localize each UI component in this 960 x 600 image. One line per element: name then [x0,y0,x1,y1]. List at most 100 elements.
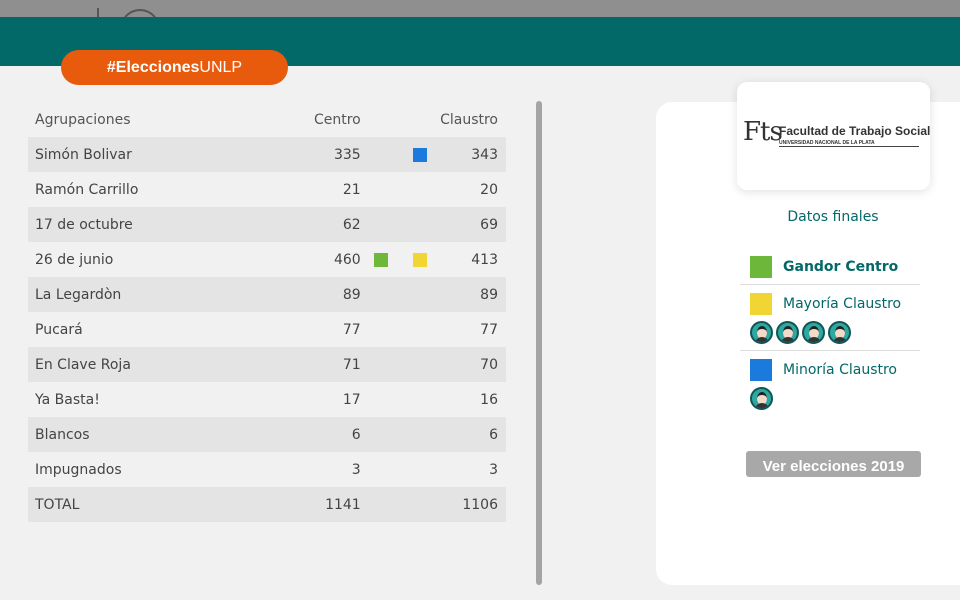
legend-item: Minoría Claustro [740,351,920,416]
legend-swatch-icon [750,359,772,381]
row-centro: 6 [266,417,361,452]
legend-label: Gandor Centro [783,259,899,275]
claustro-marker-cell [400,312,440,347]
table-row: Simón Bolivar 335 343 [28,137,506,172]
row-centro: 21 [342,181,361,198]
table-row: La Legardòn 89 89 [28,277,506,312]
row-claustro: 20 [480,181,498,198]
logo-title: Facultad de Trabajo Social [779,124,931,138]
results-table: Agrupaciones Centro Claustro Simón Boliv… [28,102,506,522]
seat-avatars [750,387,920,410]
row-agrupacion: La Legardòn [28,277,267,312]
row-claustro: 6 [440,417,506,452]
claustro-marker-cell [400,137,441,172]
header-claustro: Claustro [440,111,498,128]
top-bar [0,0,960,29]
table-row: Blancos 6 6 [28,417,506,452]
table-header-row: Agrupaciones Centro Claustro [28,102,506,137]
row-agrupacion: Impugnados [35,461,122,478]
row-agrupacion: 26 de junio [35,251,114,268]
row-centro: 17 [342,391,361,408]
hashtag-bold: #Elecciones [106,59,200,76]
claustro-marker-cell [400,242,440,277]
row-agrupacion: Ramón Carrillo [35,181,139,198]
claustro-marker-cell [400,277,441,312]
scrollbar[interactable] [536,101,542,585]
row-centro: 1141 [266,487,361,522]
seat-avatars [750,321,920,344]
row-agrupacion: Simón Bolivar [28,137,267,172]
row-centro: 62 [266,207,361,242]
centro-marker-cell [360,487,401,522]
row-claustro: 3 [489,461,498,478]
row-claustro: 89 [440,277,506,312]
legend: Gandor Centro Mayoría Claustro Minoría Cla… [740,248,920,416]
centro-marker-cell [361,312,401,347]
claustro-marker-cell [400,172,440,207]
centro-marker-cell [361,452,401,487]
legend-label: Mayoría Claustro [783,296,902,312]
header-mark [97,8,99,17]
table-row: TOTAL 1141 1106 [28,487,506,522]
row-centro: 89 [266,277,361,312]
person-avatar-icon [750,321,773,344]
header-agrupaciones: Agrupaciones [35,111,131,128]
table-row: Pucará 77 77 [28,312,506,347]
centro-marker-cell [360,417,401,452]
centro-marker-cell [361,382,401,417]
claustro-marker-cell [400,207,441,242]
row-centro: 77 [342,321,361,338]
table-row: 17 de octubre 62 69 [28,207,506,242]
table-row: 26 de junio 460 413 [28,242,506,277]
claustro-marker-cell [400,347,441,382]
row-claustro: 77 [480,321,498,338]
centro-marker-cell [361,172,401,207]
claustro-marker-cell [400,487,441,522]
row-claustro: 1106 [440,487,506,522]
claustro-marker-cell [400,417,441,452]
row-agrupacion: En Clave Roja [28,347,267,382]
centro-marker-cell [360,347,401,382]
row-centro: 71 [266,347,361,382]
centro-marker-cell [360,137,401,172]
row-agrupacion: Pucará [35,321,83,338]
logo-subtitle: UNIVERSIDAD NACIONAL DE LA PLATA [779,140,919,147]
legend-item: Gandor Centro [740,248,920,285]
row-claustro: 343 [440,137,506,172]
person-avatar-icon [828,321,851,344]
table-row: En Clave Roja 71 70 [28,347,506,382]
ver-elecciones-button[interactable]: Ver elecciones 2019 [746,451,921,477]
claustro-marker-icon [413,252,428,267]
person-avatar-icon [802,321,825,344]
person-avatar-icon [776,321,799,344]
hashtag-rest: UNLP [199,59,243,76]
row-centro: 335 [266,137,361,172]
legend-item: Mayoría Claustro [740,285,920,351]
table-row: Ya Basta! 17 16 [28,382,506,417]
hashtag-badge: #EleccionesUNLP [61,50,288,85]
row-agrupacion: 17 de octubre [28,207,267,242]
table-row: Impugnados 3 3 [28,452,506,487]
row-centro: 460 [333,251,361,268]
row-claustro: 413 [471,251,498,268]
row-claustro: 16 [480,391,498,408]
legend-swatch-icon [750,293,772,315]
faculty-logo: Fts Facultad de Trabajo Social UNIVERSID… [737,82,930,190]
winner-marker-icon [373,252,388,267]
fts-logo-icon: Fts [743,117,783,147]
centro-marker-cell [361,242,401,277]
row-agrupacion: Ya Basta! [35,391,100,408]
centro-marker-cell [360,277,401,312]
claustro-marker-icon [413,147,428,162]
legend-label: Minoría Claustro [783,362,897,378]
row-agrupacion: Blancos [28,417,267,452]
legend-swatch-icon [750,256,772,278]
table-row: Ramón Carrillo 21 20 [28,172,506,207]
claustro-marker-cell [400,452,440,487]
row-centro: 3 [351,461,361,478]
row-claustro: 70 [440,347,506,382]
centro-marker-cell [360,207,401,242]
person-avatar-icon [750,387,773,410]
panel-title: Datos finales [787,209,879,225]
header-centro: Centro [313,111,361,128]
